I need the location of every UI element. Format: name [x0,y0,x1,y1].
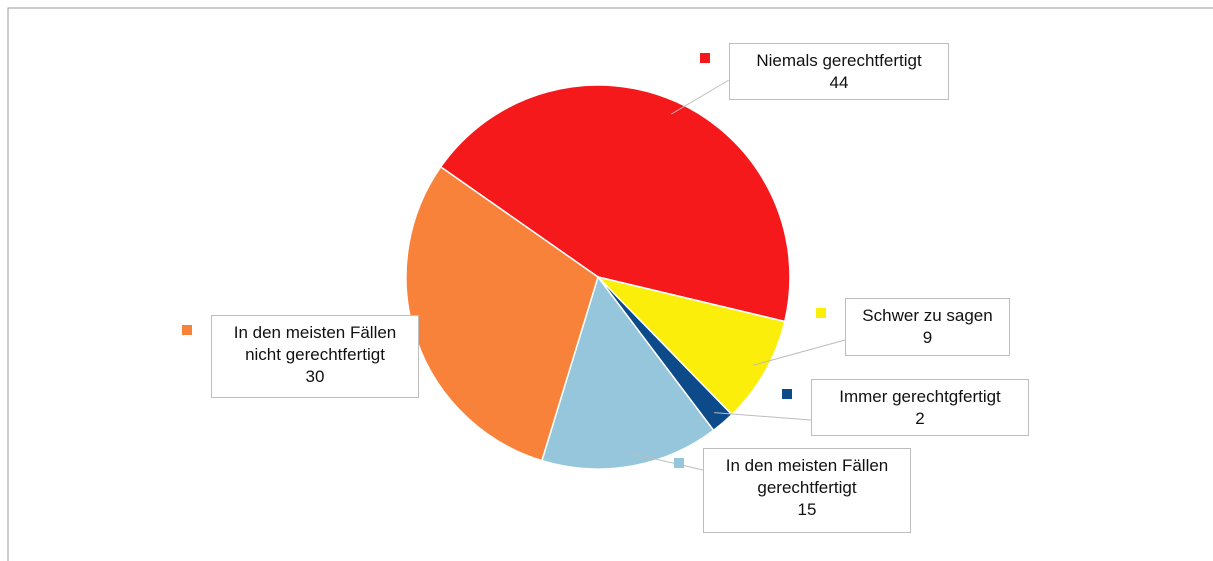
data-label: Niemals gerechtfertigt 44 [729,43,949,100]
data-label: Immer gerechtgfertigt 2 [811,379,1029,436]
legend-swatch [700,53,710,63]
label-value: 9 [922,328,933,347]
data-label: Schwer zu sagen 9 [845,298,1010,356]
leader-line [753,339,846,366]
data-label: In den meisten Fällen gerechtfertigt 15 [703,448,911,533]
label-name: In den meisten Fällen gerechtfertigt [725,456,889,497]
leader-line [628,452,704,471]
label-value: 15 [797,500,817,519]
label-name: Immer gerechtgfertigt [839,387,1001,406]
label-name: In den meisten Fällen nicht gerechtferti… [233,323,397,364]
label-value: 30 [305,367,325,386]
legend-swatch [816,308,826,318]
legend-swatch [674,458,684,468]
pie-slice [439,84,791,323]
pie-slice [595,275,786,416]
pie-slice [540,275,715,470]
label-value: 2 [915,409,925,428]
label-value: 44 [829,73,849,92]
leader-line [670,79,730,115]
label-name: Niemals gerechtfertigt [756,51,922,70]
legend-swatch [182,325,192,335]
frame [7,7,1213,561]
leader-line [714,412,812,421]
data-label: In den meisten Fällen nicht gerechtferti… [211,315,419,398]
legend-swatch [782,389,792,399]
label-name: Schwer zu sagen [862,306,993,325]
